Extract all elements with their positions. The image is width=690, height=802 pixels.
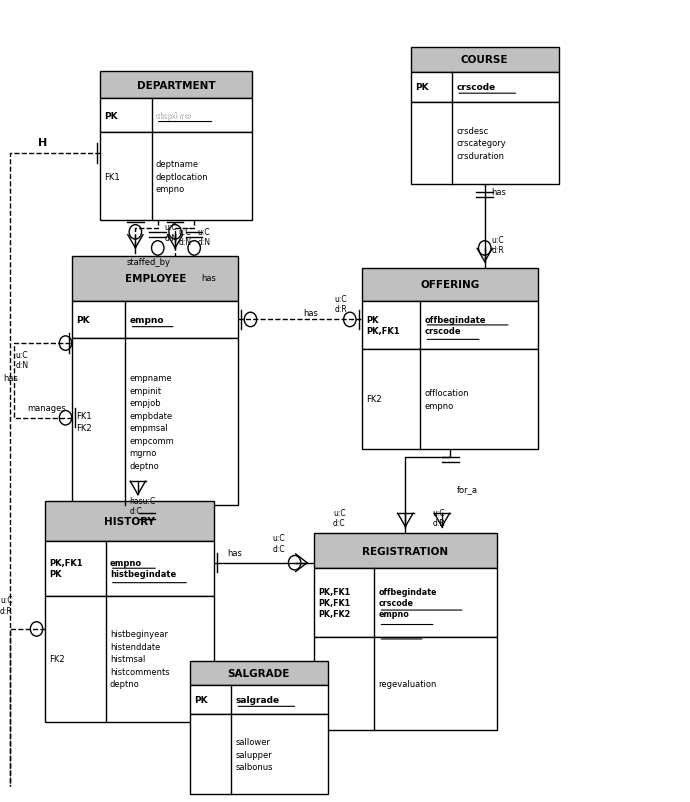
Bar [411,103,559,184]
Text: u:C
d:N: u:C d:N [165,223,178,242]
Text: PK: PK [104,111,118,120]
Text: empno
histbegindate: empno histbegindate [110,558,176,578]
Text: EMPLOYEE: EMPLOYEE [125,274,186,284]
Bar [100,99,252,133]
Text: FK2: FK2 [49,654,65,663]
Text: histbeginyear
histenddate
histmsal
histcomments
deptno: histbeginyear histenddate histmsal histc… [110,630,170,688]
Bar [45,596,214,722]
Text: REGISTRATION: REGISTRATION [362,546,448,556]
Text: has: has [3,374,19,383]
Text: offbegindate
crscode
empno: offbegindate crscode empno [378,588,437,618]
Text: has: has [228,548,243,557]
Bar [314,638,497,730]
Text: has: has [304,309,319,318]
Bar [314,569,497,638]
Bar [362,350,538,449]
Text: PK: PK [415,83,428,92]
Text: u:C
d:R: u:C d:R [335,294,347,314]
Text: DEPARTMENT: DEPARTMENT [137,80,215,91]
Bar [190,662,328,686]
Bar [190,686,328,715]
Text: empno: empno [130,315,164,325]
Text: salgrade: salgrade [235,695,279,704]
Text: PK,FK1
PK,FK1
PK,FK2: PK,FK1 PK,FK1 PK,FK2 [318,588,351,618]
Bar [72,302,238,338]
Text: hasu:C
d:C: hasu:C d:C [130,496,156,515]
Text: sallower
salupper
salbonus: sallower salupper salbonus [235,737,273,772]
Bar [411,73,559,103]
Text: u:C
d:N: u:C d:N [15,350,28,370]
Bar [190,715,328,794]
Text: FK2: FK2 [366,395,382,404]
Text: PK: PK [77,315,90,325]
Text: crsdesc
crscategory
crsduration: crsdesc crscategory crsduration [456,127,506,160]
Text: regevaluation: regevaluation [378,679,437,688]
Text: HISTORY: HISTORY [104,516,155,526]
Bar [45,541,214,596]
Bar [411,48,559,73]
Text: u:C
d:C: u:C d:C [273,533,285,553]
Text: u:C
d:R: u:C d:R [491,235,504,254]
Text: offlocation
empno: offlocation empno [424,389,469,411]
Text: has: has [491,188,506,196]
Bar [100,72,252,99]
Text: PK
PK,FK1: PK PK,FK1 [366,315,400,335]
Text: for_a: for_a [457,484,478,493]
Bar [362,302,538,350]
Text: u:C
d:N: u:C d:N [179,227,192,246]
Text: OFFERING: OFFERING [421,280,480,290]
Bar [72,257,238,302]
Text: deptname
deptlocation
empno: deptname deptlocation empno [156,160,208,194]
Text: COURSE: COURSE [461,55,509,66]
Text: H: H [38,138,47,148]
Text: FK1: FK1 [104,172,120,181]
Bar [45,501,214,541]
Bar [362,269,538,302]
Text: PK,FK1
PK: PK,FK1 PK [49,558,83,578]
Text: u:C
d:R: u:C d:R [433,508,446,527]
Text: u:C
d:C: u:C d:C [333,508,346,527]
Text: deptno: deptno [156,111,192,120]
Text: PK: PK [194,695,208,704]
Text: u:C
d:N: u:C d:N [197,227,210,246]
Text: manages: manages [28,403,66,412]
Text: empname
empinit
empjob
empbdate
empmsal
empcomm
mgrno
deptno: empname empinit empjob empbdate empmsal … [130,374,175,470]
Text: has: has [201,273,216,282]
Text: staffed_by: staffed_by [127,257,170,266]
Bar [100,133,252,221]
Text: u:C
d:R: u:C d:R [0,596,12,615]
Text: SALGRADE: SALGRADE [228,669,290,678]
Bar [72,338,238,505]
Text: offbegindate
crscode: offbegindate crscode [424,315,486,335]
Text: crscode: crscode [456,83,495,92]
Bar [314,533,497,569]
Text: FK1
FK2: FK1 FK2 [77,411,92,433]
Text: deptno: deptno [156,111,192,120]
